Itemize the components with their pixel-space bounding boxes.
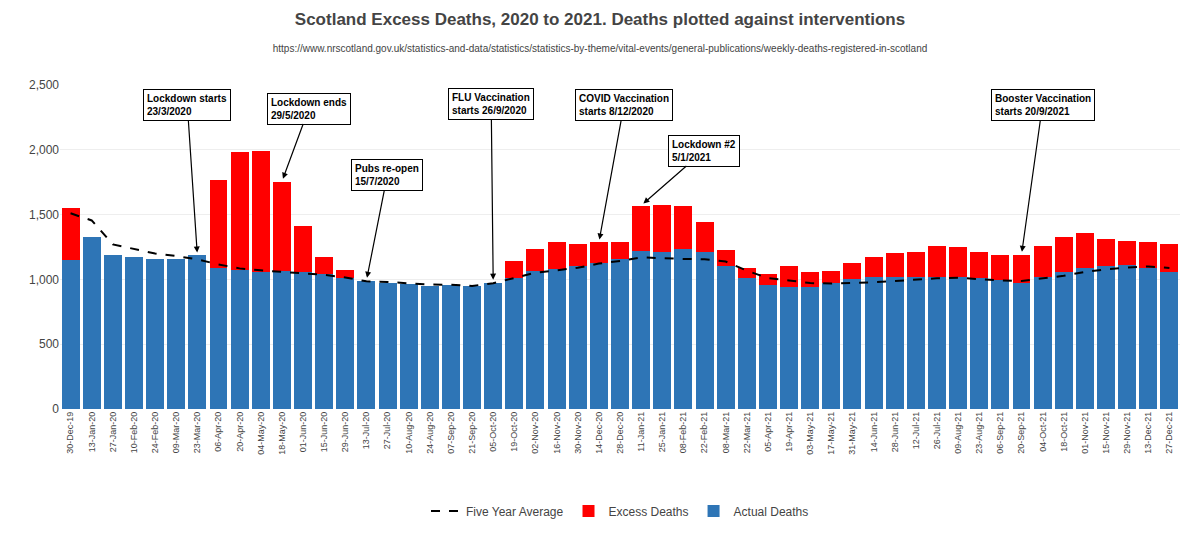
- svg-text:02-Nov-20: 02-Nov-20: [530, 412, 540, 454]
- svg-text:29-Nov-21: 29-Nov-21: [1122, 412, 1132, 454]
- svg-text:Pubs re-open15/7/2020: Pubs re-open15/7/2020: [355, 163, 419, 187]
- svg-text:20-Apr-20: 20-Apr-20: [235, 412, 245, 452]
- svg-text:01-Nov-21: 01-Nov-21: [1080, 412, 1090, 454]
- svg-text:19-Apr-21: 19-Apr-21: [784, 412, 794, 452]
- svg-text:09-Aug-21: 09-Aug-21: [953, 412, 963, 454]
- svg-text:Actual Deaths: Actual Deaths: [734, 505, 809, 519]
- svg-text:14-Dec-20: 14-Dec-20: [594, 412, 604, 454]
- svg-text:Booster Vaccinationstarts 20/9: Booster Vaccinationstarts 20/9/2021: [995, 93, 1091, 117]
- svg-text:09-Mar-20: 09-Mar-20: [171, 412, 181, 454]
- svg-text:1,000: 1,000: [29, 273, 59, 287]
- svg-text:2,500: 2,500: [29, 78, 59, 92]
- svg-text:14-Jun-21: 14-Jun-21: [869, 412, 879, 453]
- svg-text:Lockdown #25/1/2021: Lockdown #25/1/2021: [672, 139, 736, 163]
- svg-text:05-Oct-20: 05-Oct-20: [488, 412, 498, 452]
- svg-text:07-Sep-20: 07-Sep-20: [446, 412, 456, 454]
- svg-text:06-Apr-20: 06-Apr-20: [213, 412, 223, 452]
- svg-text:22-Mar-21: 22-Mar-21: [742, 412, 752, 454]
- svg-text:28-Jun-21: 28-Jun-21: [890, 412, 900, 453]
- svg-text:08-Mar-21: 08-Mar-21: [721, 412, 731, 454]
- svg-text:COVID Vaccinationstarts 8/12/2: COVID Vaccinationstarts 8/12/2020: [579, 93, 669, 117]
- svg-text:15-Jun-20: 15-Jun-20: [319, 412, 329, 453]
- svg-text:11-Jan-21: 11-Jan-21: [636, 412, 646, 452]
- svg-text:27-Jul-20: 27-Jul-20: [382, 412, 392, 450]
- svg-text:16-Nov-20: 16-Nov-20: [552, 412, 562, 454]
- svg-text:23-Mar-20: 23-Mar-20: [192, 412, 202, 454]
- svg-text:25-Jan-21: 25-Jan-21: [657, 412, 667, 453]
- svg-text:23-Aug-21: 23-Aug-21: [974, 412, 984, 454]
- svg-text:03-May-21: 03-May-21: [805, 412, 815, 455]
- svg-text:12-Jul-21: 12-Jul-21: [911, 412, 921, 450]
- svg-text:05-Apr-21: 05-Apr-21: [763, 412, 773, 452]
- svg-text:13-Jan-20: 13-Jan-20: [87, 412, 97, 453]
- svg-text:28-Dec-20: 28-Dec-20: [615, 412, 625, 454]
- svg-text:18-May-20: 18-May-20: [277, 412, 287, 455]
- svg-text:27-Jan-20: 27-Jan-20: [108, 412, 118, 453]
- svg-text:https://www.nrscotland.gov.uk/: https://www.nrscotland.gov.uk/statistics…: [273, 43, 928, 54]
- svg-text:2,000: 2,000: [29, 143, 59, 157]
- svg-text:17-May-21: 17-May-21: [826, 412, 836, 455]
- svg-text:10-Feb-20: 10-Feb-20: [129, 412, 139, 454]
- svg-text:30-Nov-20: 30-Nov-20: [573, 412, 583, 454]
- svg-text:0: 0: [52, 402, 59, 416]
- svg-text:04-May-20: 04-May-20: [256, 412, 266, 455]
- svg-text:500: 500: [39, 337, 59, 351]
- svg-text:Lockdown ends29/5/2020: Lockdown ends29/5/2020: [271, 97, 347, 121]
- svg-text:22-Feb-21: 22-Feb-21: [699, 412, 709, 454]
- svg-text:15-Nov-21: 15-Nov-21: [1101, 412, 1111, 454]
- svg-text:21-Sep-20: 21-Sep-20: [467, 412, 477, 454]
- svg-text:18-Oct-21: 18-Oct-21: [1059, 412, 1069, 452]
- svg-text:31-May-21: 31-May-21: [847, 412, 857, 455]
- svg-text:08-Feb-21: 08-Feb-21: [678, 412, 688, 454]
- svg-text:10-Aug-20: 10-Aug-20: [404, 412, 414, 454]
- svg-text:13-Jul-20: 13-Jul-20: [361, 412, 371, 450]
- svg-text:20-Sep-21: 20-Sep-21: [1016, 412, 1026, 454]
- svg-text:1,500: 1,500: [29, 208, 59, 222]
- svg-text:24-Aug-20: 24-Aug-20: [425, 412, 435, 454]
- svg-text:06-Sep-21: 06-Sep-21: [995, 412, 1005, 454]
- svg-text:29-Jun-20: 29-Jun-20: [340, 412, 350, 453]
- svg-text:26-Jul-21: 26-Jul-21: [932, 412, 942, 450]
- svg-text:01-Jun-20: 01-Jun-20: [298, 412, 308, 453]
- svg-text:30-Dec-19: 30-Dec-19: [65, 412, 75, 454]
- svg-text:Scotland Excess Deaths, 2020 t: Scotland Excess Deaths, 2020 to 2021. De…: [295, 10, 905, 29]
- svg-text:19-Oct-20: 19-Oct-20: [509, 412, 519, 452]
- svg-text:Five Year Average: Five Year Average: [466, 505, 564, 519]
- svg-text:27-Dec-21: 27-Dec-21: [1164, 412, 1174, 454]
- svg-text:13-Dec-21: 13-Dec-21: [1143, 412, 1153, 454]
- svg-text:FLU Vaccinationstarts 26/9/202: FLU Vaccinationstarts 26/9/2020: [452, 92, 530, 116]
- svg-text:04-Oct-21: 04-Oct-21: [1038, 412, 1048, 452]
- svg-text:Lockdown starts23/3/2020: Lockdown starts23/3/2020: [147, 93, 227, 117]
- svg-text:24-Feb-20: 24-Feb-20: [150, 412, 160, 454]
- svg-text:Excess Deaths: Excess Deaths: [609, 505, 689, 519]
